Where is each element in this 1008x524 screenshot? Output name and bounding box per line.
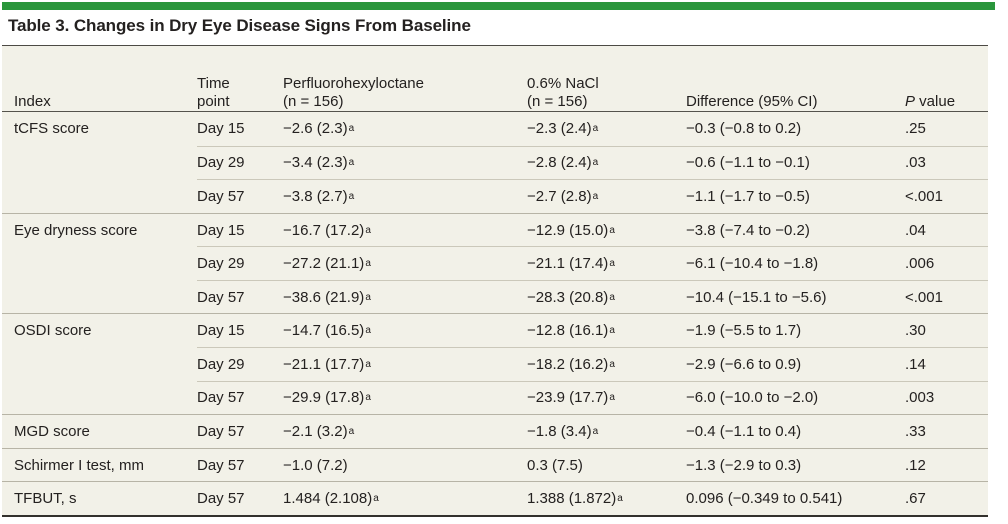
cell-p-value: <.001 xyxy=(905,179,988,214)
table-row: Day 57 −38.6 (21.9) a −28.3 (20.8) a −10.4 (−… xyxy=(2,279,988,315)
cell-p-value: .04 xyxy=(905,212,988,248)
cell-pfho: −38.6 (21.9) a xyxy=(283,279,527,315)
cell-pfho: −14.7 (16.5) a xyxy=(283,313,527,348)
table-row: tCFS score Day 15 −2.6 (2.3) a −2.3 (2.4) a −0… xyxy=(2,112,988,146)
table-row: OSDI score Day 15 −14.7 (16.5) a −12.8 (16.1… xyxy=(2,313,988,347)
cell-time-point: Day 57 xyxy=(197,447,283,483)
cell-pfho: −27.2 (21.1) a xyxy=(283,246,527,281)
cell-p-value: .12 xyxy=(905,447,988,483)
cell-p-value: <.001 xyxy=(905,279,988,315)
cell-nacl: −21.1 (17.4) a xyxy=(527,246,686,281)
data-table: Index Time point Perfluorohexyloctane (n = 1… xyxy=(2,45,988,517)
cell-pfho: −16.7 (17.2) a xyxy=(283,212,527,248)
cell-index xyxy=(2,347,197,381)
cell-pfho: −3.8 (2.7) a xyxy=(283,179,527,214)
cell-index xyxy=(2,146,197,180)
cell-nacl: −2.7 (2.8) a xyxy=(527,179,686,214)
header-cell-p-value: P value xyxy=(905,93,956,110)
table-row: Schirmer I test, mm Day 57 −1.0 (7.2) 0.3 (… xyxy=(2,447,988,483)
header-cell-index: Index xyxy=(14,93,51,110)
cell-difference: −2.9 (−6.6 to 0.9) xyxy=(686,347,905,382)
cell-difference: −6.0 (−10.0 to −2.0) xyxy=(686,380,905,416)
cell-time-point: Day 15 xyxy=(197,119,245,137)
cell-difference: −6.1 (−10.4 to −1.8) xyxy=(686,246,905,281)
cell-index xyxy=(2,381,197,415)
cell-nacl: −1.8 (3.4) a xyxy=(527,414,686,449)
cell-difference: −0.6 (−1.1 to −0.1) xyxy=(686,145,905,181)
header-cell-pfho: Perfluorohexyloctane (n = 156) xyxy=(283,75,424,110)
cell-p-value: .003 xyxy=(905,380,988,416)
cell-pfho: −21.1 (17.7) a xyxy=(283,347,527,382)
accent-bar xyxy=(2,2,995,10)
table-header-row: Index Time point Perfluorohexyloctane (n = 1… xyxy=(2,46,988,112)
cell-time-point: Day 57 xyxy=(197,279,283,315)
cell-time-point: Day 57 xyxy=(197,481,283,516)
cell-difference: −1.1 (−1.7 to −0.5) xyxy=(686,179,905,214)
cell-p-value: .25 xyxy=(905,119,926,137)
cell-index: Eye dryness score xyxy=(2,212,197,248)
cell-pfho: −29.9 (17.8) a xyxy=(283,380,527,416)
cell-time-point: Day 15 xyxy=(197,313,283,348)
table-title: Table 3. Changes in Dry Eye Disease Sign… xyxy=(8,16,471,35)
cell-index: MGD score xyxy=(2,414,197,449)
cell-pfho: −1.0 (7.2) xyxy=(283,447,527,483)
cell-index xyxy=(2,179,197,213)
cell-difference: −1.3 (−2.9 to 0.3) xyxy=(686,447,905,483)
cell-difference: −1.9 (−5.5 to 1.7) xyxy=(686,313,905,348)
cell-nacl: −12.8 (16.1) a xyxy=(527,313,686,348)
table-row: TFBUT, s Day 57 1.484 (2.108) a 1.388 (1.872… xyxy=(2,481,988,515)
cell-nacl: −2.3 (2.4) a xyxy=(527,119,599,137)
cell-index: Schirmer I test, mm xyxy=(2,447,197,483)
cell-p-value: .67 xyxy=(905,481,988,516)
cell-p-value: .14 xyxy=(905,347,988,382)
header-cell-difference: Difference (95% CI) xyxy=(686,93,818,110)
cell-nacl: 1.388 (1.872) a xyxy=(527,481,686,516)
cell-index xyxy=(2,280,197,314)
cell-nacl: −12.9 (15.0) a xyxy=(527,212,686,248)
header-cell-time-point: Time point xyxy=(197,75,230,110)
table-row: MGD score Day 57 −2.1 (3.2) a −1.8 (3.4) a −0.… xyxy=(2,414,988,448)
cell-pfho: 1.484 (2.108) a xyxy=(283,481,527,516)
cell-nacl: −18.2 (16.2) a xyxy=(527,347,686,382)
cell-nacl: −23.9 (17.7) a xyxy=(527,380,686,416)
table-row: Day 29 −21.1 (17.7) a −18.2 (16.2) a −2.9 (−6… xyxy=(2,347,988,381)
cell-nacl: −2.8 (2.4) a xyxy=(527,145,686,181)
cell-time-point: Day 29 xyxy=(197,246,283,281)
cell-index: OSDI score xyxy=(2,313,197,348)
cell-index xyxy=(2,246,197,280)
cell-pfho: −3.4 (2.3) a xyxy=(283,145,527,181)
cell-time-point: Day 15 xyxy=(197,212,283,248)
table-row: Eye dryness score Day 15 −16.7 (17.2) a −12.… xyxy=(2,212,988,248)
cell-nacl: 0.3 (7.5) xyxy=(527,447,686,483)
cell-p-value: .33 xyxy=(905,414,988,449)
cell-index: TFBUT, s xyxy=(2,481,197,516)
cell-pfho: −2.6 (2.3) a xyxy=(283,119,355,137)
cell-p-value: .03 xyxy=(905,145,988,181)
cell-difference: −3.8 (−7.4 to −0.2) xyxy=(686,212,905,248)
cell-p-value: .30 xyxy=(905,313,988,348)
cell-difference: 0.096 (−0.349 to 0.541) xyxy=(686,481,905,516)
header-cell-nacl: 0.6% NaCl (n = 156) xyxy=(527,75,599,110)
cell-time-point: Day 57 xyxy=(197,414,283,449)
cell-difference: −0.4 (−1.1 to 0.4) xyxy=(686,414,905,449)
cell-time-point: Day 57 xyxy=(197,179,283,214)
table-row: Day 57 −29.9 (17.8) a −23.9 (17.7) a −6.0 (−1… xyxy=(2,380,988,416)
cell-time-point: Day 57 xyxy=(197,380,283,416)
cell-pfho: −2.1 (3.2) a xyxy=(283,414,527,449)
cell-p-value: .006 xyxy=(905,246,988,281)
cell-time-point: Day 29 xyxy=(197,145,283,181)
table-row: Day 57 −3.8 (2.7) a −2.7 (2.8) a −1.1 (−1.7 t… xyxy=(2,179,988,213)
cell-time-point: Day 29 xyxy=(197,347,283,382)
table-row: Day 29 −27.2 (21.1) a −21.1 (17.4) a −6.1 (−1… xyxy=(2,246,988,280)
cell-index: tCFS score xyxy=(14,119,90,137)
cell-nacl: −28.3 (20.8) a xyxy=(527,279,686,315)
table-row: Day 29 −3.4 (2.3) a −2.8 (2.4) a −0.6 (−1.1 t… xyxy=(2,145,988,181)
table-body: tCFS score Day 15 −2.6 (2.3) a −2.3 (2.4) a −0… xyxy=(2,112,988,515)
cell-difference: −0.3 (−0.8 to 0.2) xyxy=(686,119,802,137)
cell-difference: −10.4 (−15.1 to −5.6) xyxy=(686,279,905,315)
